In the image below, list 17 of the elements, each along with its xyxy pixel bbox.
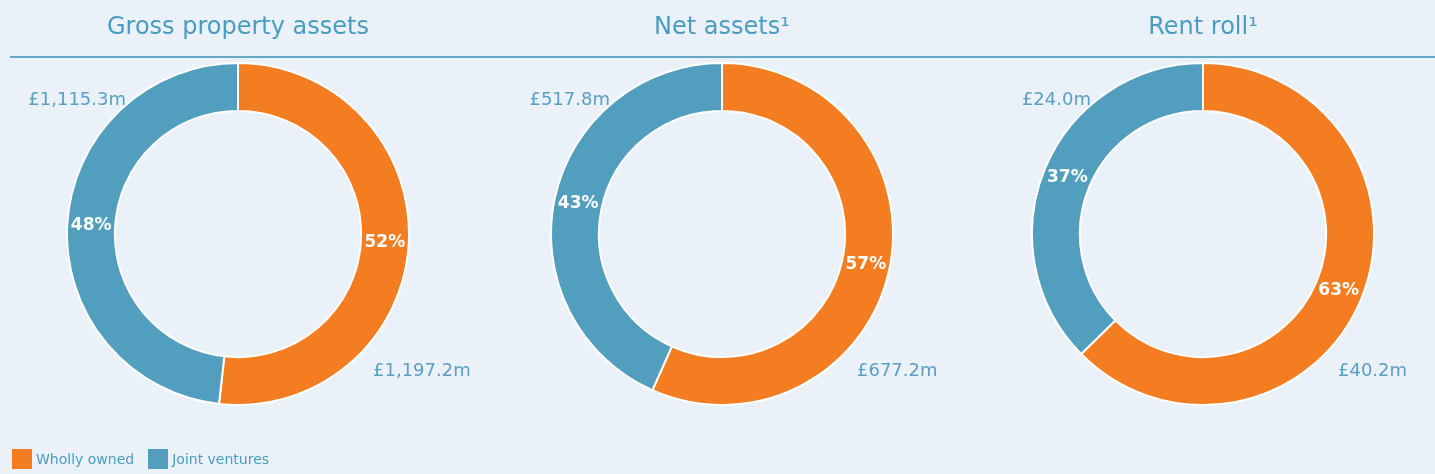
chart-title: Gross property assets xyxy=(106,12,370,40)
chart-title: Rent roll¹ xyxy=(1147,12,1259,40)
text: 52% xyxy=(364,230,406,251)
legend-label: Joint ventures xyxy=(172,451,270,467)
data-label: £24.0m xyxy=(1021,87,1091,109)
data-label: £677.2m xyxy=(857,358,938,380)
text: 48% xyxy=(70,214,112,235)
text: 43% xyxy=(557,191,599,212)
data-label: £1,115.3m xyxy=(28,87,126,109)
chart-title: Net assets¹ xyxy=(653,12,791,40)
data-label: £1,197.2m xyxy=(373,358,471,380)
text: 63% xyxy=(1318,279,1360,300)
text: 37% xyxy=(1046,165,1088,186)
data-label: £40.2m xyxy=(1338,358,1408,380)
data-label: £517.8m xyxy=(529,87,610,109)
legend-label: Wholly owned xyxy=(36,451,135,467)
text: 57% xyxy=(845,253,887,274)
